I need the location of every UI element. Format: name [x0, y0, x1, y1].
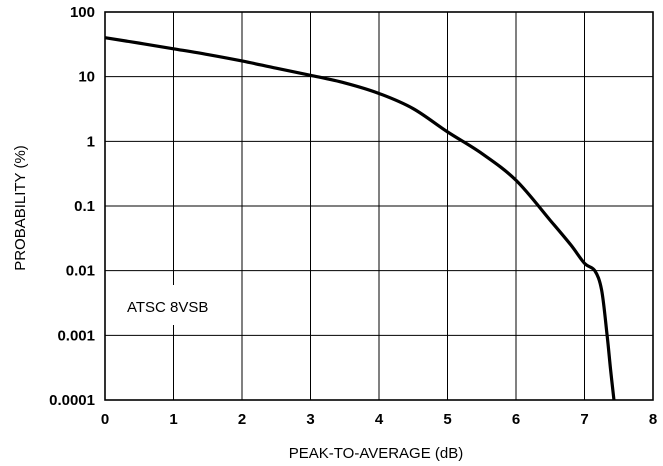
x-tick-label: 0: [101, 411, 109, 428]
y-tick-label: 0.001: [57, 327, 95, 344]
y-tick-labels: 0.0001 0.001 0.01 0.1 1 10 100: [49, 4, 95, 409]
y-tick-label: 0.01: [66, 263, 95, 280]
y-tick-label: 0.1: [74, 198, 95, 215]
plot-frame: [104, 11, 654, 401]
x-tick-label: 8: [649, 411, 657, 428]
x-tick-label: 2: [238, 411, 246, 428]
y-tick-label: 0.0001: [49, 392, 95, 409]
x-tick-label: 3: [306, 411, 314, 428]
y-tick-label: 100: [70, 4, 95, 21]
y-tick-label: 1: [87, 133, 95, 150]
x-tick-label: 1: [169, 411, 177, 428]
y-axis-label: PROBABILITY (%): [12, 145, 29, 271]
x-tick-label: 5: [443, 411, 451, 428]
series-group: [104, 36, 616, 401]
x-axis-label: PEAK-TO-AVERAGE (dB): [289, 445, 464, 462]
annotation-box: [118, 285, 228, 325]
x-tick-label: 7: [580, 411, 588, 428]
x-tick-labels: 0 1 2 3 4 5 6 7 8: [101, 411, 657, 428]
x-tick-label: 4: [375, 411, 384, 428]
x-tick-label: 6: [512, 411, 520, 428]
series-line: [104, 36, 616, 401]
grid: [104, 11, 654, 401]
y-tick-label: 10: [78, 69, 95, 86]
annotation-label: ATSC 8VSB: [127, 299, 208, 316]
